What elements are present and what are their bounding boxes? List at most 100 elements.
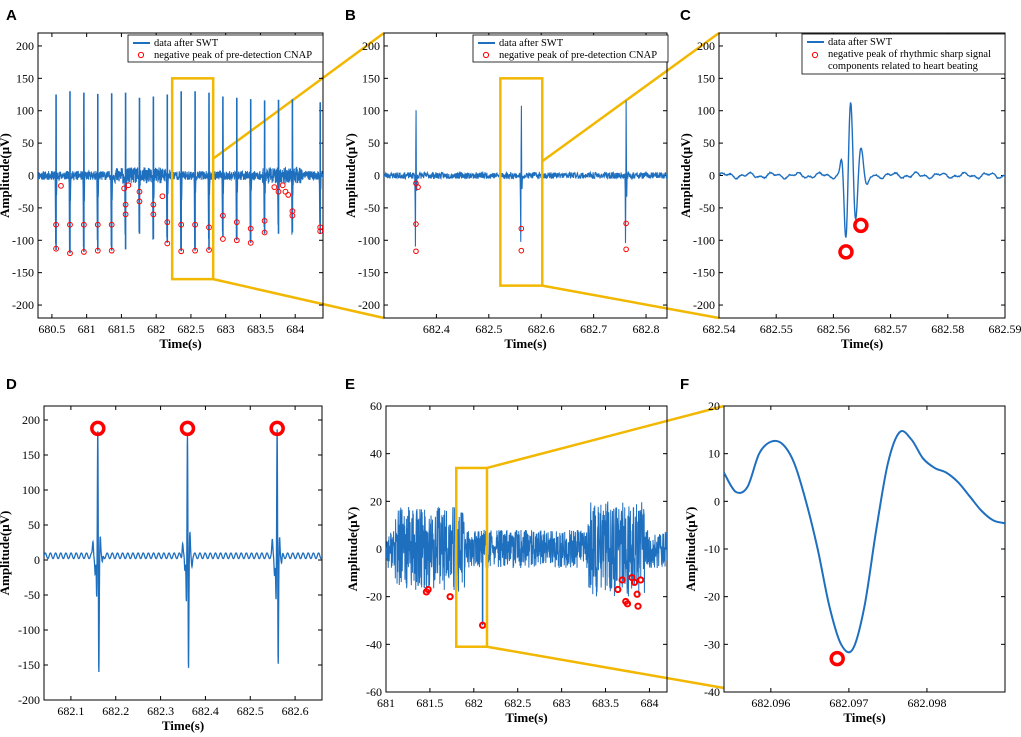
- x-tick-label: 682: [465, 696, 483, 710]
- peak-marker: [192, 221, 199, 228]
- legend-marker-swatch: [482, 51, 490, 59]
- x-tick-label: 682.4: [192, 704, 219, 718]
- x-axis-label: Time(s): [843, 710, 885, 725]
- peak-marker: [415, 184, 421, 190]
- y-tick-label: -200: [693, 298, 715, 312]
- plot-frame: [723, 405, 1006, 693]
- legend-entry-1: data after SWT: [499, 38, 564, 49]
- y-tick-label: 20: [708, 399, 720, 413]
- y-tick-label: 0: [34, 553, 40, 567]
- peak-marker: [164, 240, 171, 247]
- zoom-connector-line: [212, 277, 385, 320]
- y-tick-label: -200: [12, 298, 34, 312]
- x-tick-label: 682.5: [237, 704, 264, 718]
- legend-box: [472, 34, 669, 63]
- panel-letter-c: C: [680, 7, 691, 24]
- y-tick-label: 20: [370, 494, 382, 508]
- y-tick-label: -50: [699, 201, 715, 215]
- peak-marker: [192, 247, 199, 254]
- legend-entry-3: components related to heart beating: [828, 61, 979, 72]
- peak-marker: [178, 248, 185, 255]
- peak-marker: [233, 219, 240, 226]
- peak-marker: [220, 212, 226, 219]
- y-tick-label: -40: [704, 685, 720, 699]
- peak-marker: [478, 621, 487, 629]
- peak-marker: [289, 212, 296, 219]
- peak-marker: [108, 247, 115, 254]
- peak-marker: [125, 182, 132, 189]
- legend-entry-1: data after SWT: [828, 37, 893, 48]
- x-tick-label: 682.097: [829, 696, 868, 710]
- peak-marker: [424, 585, 432, 594]
- peak-marker: [282, 188, 289, 195]
- y-tick-label: 60: [370, 399, 382, 413]
- signal-trace: [386, 501, 667, 597]
- zoom-connector-line: [486, 645, 725, 690]
- peak-marker: [261, 217, 268, 224]
- peak-marker: [164, 219, 171, 226]
- plot-frame: [43, 405, 323, 701]
- panel-letter-f: F: [680, 376, 689, 393]
- y-tick-label: -100: [12, 233, 34, 247]
- peak-marker: [108, 221, 115, 228]
- peak-marker: [446, 593, 454, 601]
- peak-marker: [233, 237, 240, 244]
- x-tick-label: 682.096: [751, 696, 790, 710]
- x-tick-label: 681.5: [108, 322, 135, 336]
- y-tick-label: -50: [364, 201, 380, 215]
- peak-marker: [413, 248, 419, 255]
- y-tick-label: 100: [697, 104, 715, 118]
- zoom-box: [499, 77, 544, 287]
- zoom-connectors: [212, 31, 725, 690]
- x-tick-label: 682.2: [102, 704, 129, 718]
- peak-marker: [94, 221, 101, 228]
- y-tick-label: -10: [704, 542, 720, 556]
- peak-marker: [618, 576, 626, 584]
- plot-area: [44, 429, 322, 672]
- y-tick-label: -150: [693, 266, 715, 280]
- x-tick-label: 682: [147, 322, 165, 336]
- zoom-box: [455, 466, 489, 648]
- signal-trace: [719, 102, 1005, 238]
- peak-marker: [275, 188, 282, 195]
- x-tick-label: 682.8: [633, 322, 660, 336]
- y-tick-label: 100: [22, 483, 40, 497]
- peak-marker: [279, 182, 286, 189]
- peak-marker: [67, 221, 73, 228]
- y-tick-label: 0: [714, 494, 720, 508]
- y-tick-label: -50: [24, 588, 40, 602]
- peak-marker: [269, 420, 285, 437]
- panel-letter-e: E: [345, 376, 355, 393]
- x-axis-label: Time(s): [159, 336, 201, 351]
- peak-marker: [261, 229, 268, 236]
- x-axis-label: Time(s): [505, 710, 547, 725]
- x-axis-label: Time(s): [162, 718, 204, 733]
- signal-trace: [384, 100, 667, 247]
- x-tick-label: 682.5: [504, 696, 531, 710]
- peak-marker: [634, 602, 642, 610]
- peak-marker: [518, 247, 525, 254]
- peak-marker: [206, 247, 212, 253]
- peak-marker: [178, 221, 185, 228]
- x-tick-label: 682.56: [817, 322, 850, 336]
- plot-frame: [718, 32, 1006, 319]
- y-axis-label: Amplitude(μV): [0, 133, 12, 218]
- peak-marker: [838, 244, 854, 260]
- zoom-connector-line: [541, 31, 720, 163]
- peak-marker: [633, 590, 641, 598]
- x-tick-label: 683.5: [247, 322, 274, 336]
- peak-marker: [623, 220, 629, 227]
- y-tick-label: -20: [704, 590, 720, 604]
- peak-marker: [122, 201, 129, 208]
- y-tick-label: 100: [362, 104, 380, 118]
- y-tick-label: -100: [693, 233, 715, 247]
- panel-a: A 680.5 681 681.5 682 682.5 683 683.5 684 -200 -15…: [0, 7, 324, 351]
- x-tick-label: 683.5: [592, 696, 619, 710]
- x-tick-label: 683: [553, 696, 571, 710]
- x-tick-label: 682.58: [931, 322, 964, 336]
- y-tick-label: 50: [703, 136, 715, 150]
- panel-letter-b: B: [345, 7, 356, 24]
- legend-marker-swatch: [811, 51, 819, 59]
- peak-marker: [247, 225, 254, 232]
- x-tick-label: 682.57: [874, 322, 907, 336]
